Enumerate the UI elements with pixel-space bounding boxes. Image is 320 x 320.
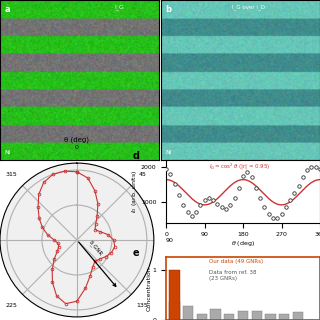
Text: d: d [132, 151, 139, 161]
Text: I_G: I_G [115, 5, 124, 11]
Text: e: e [132, 248, 139, 258]
Text: $I_G = \cos^2\theta$ (|r| = 0.95): $I_G = \cos^2\theta$ (|r| = 0.95) [209, 162, 271, 172]
Bar [197, 314, 207, 320]
Bar [293, 312, 303, 320]
Text: θ (deg): θ (deg) [64, 137, 89, 143]
Text: δ_GNR: δ_GNR [88, 239, 104, 257]
Bar [224, 314, 235, 320]
Text: Ni: Ni [5, 150, 11, 155]
Bar [169, 270, 180, 320]
Bar [211, 309, 221, 320]
Bar [238, 311, 248, 320]
Bar [169, 302, 180, 320]
Text: b: b [165, 5, 172, 14]
Bar [265, 314, 276, 320]
Bar [183, 306, 193, 320]
Y-axis label: Concentration: Concentration [146, 266, 151, 311]
Text: a: a [5, 5, 11, 14]
X-axis label: $\theta$ (deg): $\theta$ (deg) [231, 239, 255, 248]
Y-axis label: $I_G$ (arb. units): $I_G$ (arb. units) [131, 170, 140, 213]
Bar [252, 311, 262, 320]
Text: Our data (49 GNRs): Our data (49 GNRs) [209, 259, 263, 264]
Text: Data from ref. 38
(23 GNRs): Data from ref. 38 (23 GNRs) [209, 270, 257, 281]
Text: I_G over I_D: I_G over I_D [232, 5, 265, 11]
Bar [279, 314, 289, 320]
Text: Ni: Ni [165, 150, 172, 155]
